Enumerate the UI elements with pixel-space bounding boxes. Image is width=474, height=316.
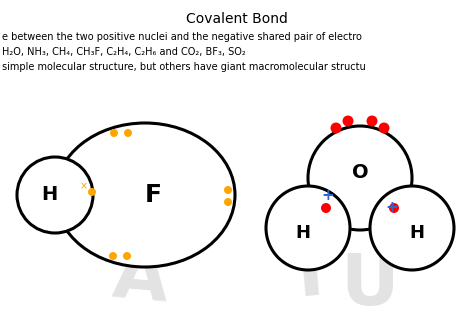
Circle shape xyxy=(366,116,377,126)
Text: H: H xyxy=(410,224,425,242)
Text: H₂O, NH₃, CH₄, CH₃F, C₂H₄, C₂H₆ and CO₂, BF₃, SO₂: H₂O, NH₃, CH₄, CH₃F, C₂H₄, C₂H₆ and CO₂,… xyxy=(2,47,246,57)
Circle shape xyxy=(17,157,93,233)
Text: e between the two positive nuclei and the negative shared pair of electro: e between the two positive nuclei and th… xyxy=(2,32,362,42)
Circle shape xyxy=(379,123,390,133)
Circle shape xyxy=(330,123,341,133)
Text: A: A xyxy=(109,243,171,316)
Text: H: H xyxy=(295,224,310,242)
Ellipse shape xyxy=(55,123,235,267)
Text: Covalent Bond: Covalent Bond xyxy=(186,12,288,26)
Circle shape xyxy=(123,252,131,260)
Circle shape xyxy=(308,126,412,230)
Circle shape xyxy=(389,203,399,213)
Circle shape xyxy=(321,203,331,213)
Text: O: O xyxy=(352,163,368,183)
Circle shape xyxy=(109,252,117,260)
Circle shape xyxy=(266,186,350,270)
Circle shape xyxy=(343,116,354,126)
Text: +: + xyxy=(386,200,398,216)
Text: U: U xyxy=(341,251,399,316)
Text: I: I xyxy=(293,240,327,311)
Circle shape xyxy=(124,129,132,137)
Circle shape xyxy=(110,129,118,137)
Text: simple molecular structure, but others have giant macromolecular structu: simple molecular structure, but others h… xyxy=(2,62,366,72)
Circle shape xyxy=(224,186,232,194)
Circle shape xyxy=(88,188,96,196)
Text: F: F xyxy=(145,183,162,207)
Text: ×: × xyxy=(80,181,88,191)
Circle shape xyxy=(224,198,232,206)
Text: +: + xyxy=(322,189,334,204)
Circle shape xyxy=(370,186,454,270)
Text: H: H xyxy=(41,185,57,204)
